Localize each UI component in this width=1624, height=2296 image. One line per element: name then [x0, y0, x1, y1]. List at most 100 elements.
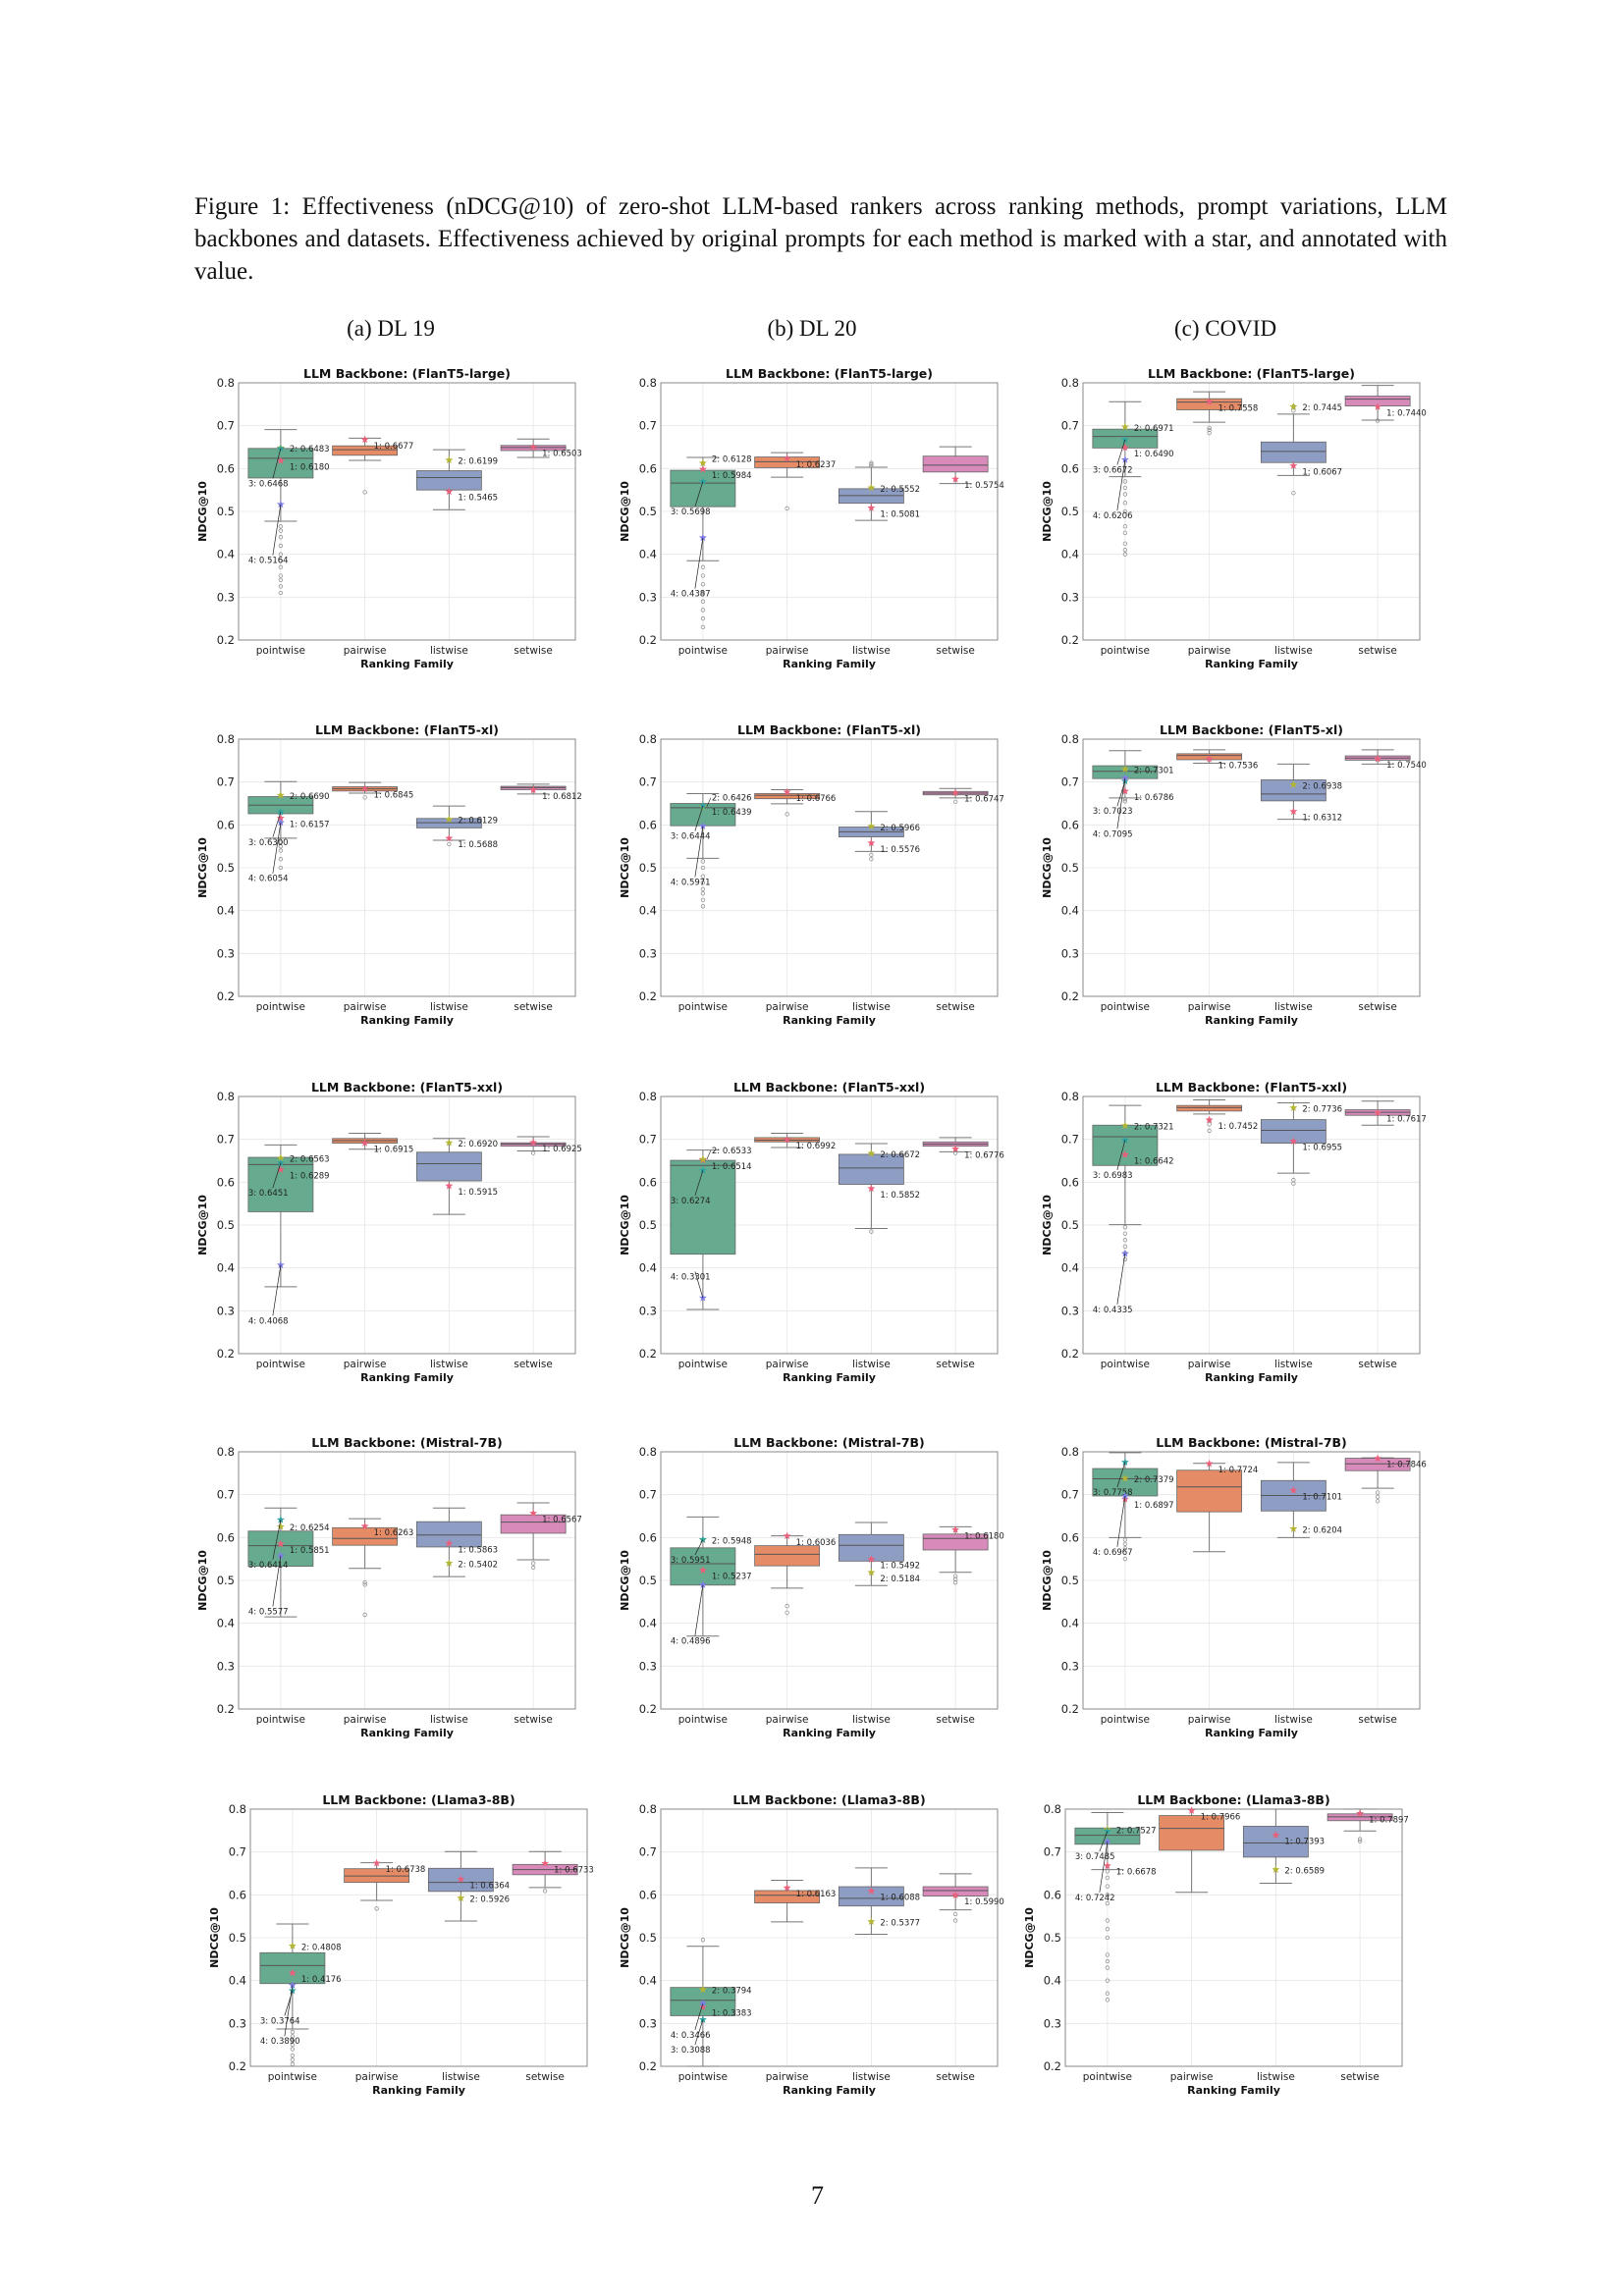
prompt-star-marker	[1374, 402, 1382, 410]
y-tick-label: 0.3	[217, 1659, 235, 1673]
annotation-label: 4: 0.5164	[248, 557, 289, 566]
prompt-star-marker	[1289, 402, 1298, 410]
annotation-label: 2: 0.6483	[290, 445, 330, 454]
prompt-star-marker	[867, 1148, 876, 1157]
annotation-label: 1: 0.5465	[458, 494, 498, 504]
outlier-point	[1207, 425, 1212, 430]
x-axis-label: Ranking Family	[360, 1014, 454, 1027]
y-tick-label: 0.7	[639, 1845, 657, 1859]
y-tick-label: 0.6	[217, 818, 235, 831]
y-tick-label: 0.8	[639, 1090, 657, 1103]
annotation-label: 3: 0.6451	[248, 1189, 289, 1199]
x-tick-label: listwise	[852, 1359, 891, 1370]
prompt-star-marker	[1120, 1136, 1129, 1144]
x-tick-label: listwise	[1274, 645, 1313, 657]
x-tick-label: pointwise	[1101, 1001, 1150, 1013]
chart-title: LLM Backbone: (Llama3-8B)	[732, 1792, 925, 1807]
box-iqr	[1176, 1104, 1243, 1112]
outlier-point	[278, 535, 284, 540]
box-pairwise	[332, 437, 399, 495]
prompt-star-marker	[276, 500, 285, 508]
annotation-arrow	[694, 537, 704, 589]
outlier-point	[700, 599, 706, 604]
y-tick-label: 0.8	[1044, 1802, 1061, 1816]
outlier-point	[1207, 430, 1212, 436]
prompt-star-marker	[1120, 1458, 1129, 1466]
y-tick-label: 0.6	[217, 1175, 235, 1189]
prompt-star-marker	[1187, 1806, 1196, 1814]
prompt-star-marker	[445, 455, 454, 464]
annotation-label: 1: 0.7393	[1284, 1838, 1325, 1847]
annotation-label: 3: 0.3088	[671, 2046, 711, 2056]
prompt-star-marker	[698, 1166, 707, 1174]
annotation-label: 2: 0.6563	[290, 1155, 330, 1165]
annotation-label: 1: 0.6163	[796, 1890, 837, 1899]
annotation-label: 4: 0.6206	[1093, 511, 1133, 521]
y-tick-label: 0.8	[217, 732, 235, 746]
outlier-point	[542, 1889, 548, 1894]
annotation-arrow	[694, 1170, 704, 1197]
y-tick-label: 0.6	[229, 1888, 246, 1901]
chart-title: LLM Backbone: (Mistral-7B)	[733, 1435, 925, 1450]
prompt-star-marker	[276, 444, 285, 453]
annotation-label: 1: 0.5984	[712, 471, 752, 481]
annotation-label: 1: 0.6439	[712, 808, 752, 818]
y-tick-label: 0.7	[639, 1488, 657, 1502]
annotation-arrow	[694, 1271, 704, 1299]
prompt-star-marker	[698, 1580, 707, 1588]
boxplot-panel: 0.2 0.3 0.4 0.5 0.6 0.7 0.8 pointwise pairwise li…	[619, 1435, 1004, 1739]
prompt-star-marker	[1289, 807, 1298, 816]
outlier-point	[1122, 530, 1128, 535]
outlier-point	[952, 1150, 958, 1155]
x-tick-label: pointwise	[268, 2071, 317, 2083]
figure-caption: Figure 1: Effectiveness (nDCG@10) of zer…	[194, 193, 1447, 285]
outlier-point	[1122, 508, 1128, 514]
y-axis-label: NDCG@10	[1041, 1550, 1054, 1611]
outlier-point	[700, 582, 706, 587]
y-tick-label: 0.2	[639, 633, 657, 647]
prompt-star-marker	[1272, 1831, 1280, 1839]
chart-title: LLM Backbone: (FlanT5-large)	[303, 366, 511, 381]
prompt-star-marker	[360, 784, 369, 792]
x-tick-label: listwise	[1274, 1001, 1313, 1013]
chart-title: LLM Backbone: (FlanT5-xl)	[315, 722, 499, 737]
box-listwise	[838, 1867, 904, 1936]
box-pointwise	[247, 1507, 314, 1618]
prompt-star-marker	[276, 814, 285, 822]
outlier-point	[1291, 491, 1296, 496]
outlier-point	[290, 2034, 296, 2039]
y-axis-label: NDCG@10	[196, 1195, 209, 1255]
annotation-label: 2: 0.7445	[1302, 403, 1342, 413]
x-tick-label: listwise	[442, 2071, 480, 2083]
y-tick-label: 0.2	[1061, 633, 1079, 647]
axes-frame	[660, 382, 999, 641]
annotation-label: 3: 0.5698	[671, 507, 711, 517]
outlier-point	[1357, 1839, 1363, 1843]
box-listwise	[1242, 1808, 1309, 1885]
annotation-label: 4: 0.3466	[671, 2031, 711, 2041]
annotation-label: 2: 0.6129	[458, 817, 498, 827]
annotation-arrow	[706, 797, 712, 807]
outlier-point	[1105, 1869, 1110, 1874]
y-tick-label: 0.4	[229, 1974, 246, 1988]
annotation-label: 3: 0.6274	[671, 1197, 711, 1206]
x-tick-label: pairwise	[344, 1714, 387, 1726]
prompt-star-marker	[360, 1139, 369, 1147]
y-tick-label: 0.5	[639, 505, 657, 518]
prompt-star-marker	[1120, 1494, 1129, 1503]
y-tick-label: 0.8	[639, 376, 657, 390]
annotation-label: 2: 0.5948	[712, 1537, 752, 1547]
prompt-star-marker	[867, 1568, 876, 1576]
annotation-label: 1: 0.6812	[542, 792, 582, 802]
boxplot-panel: 0.2 0.3 0.4 0.5 0.6 0.7 0.8 pointwise pairwise li…	[1041, 1435, 1427, 1739]
y-tick-label: 0.3	[229, 2016, 246, 2030]
axes-frame	[660, 1451, 999, 1710]
prompt-star-marker	[1289, 1486, 1298, 1494]
y-tick-label: 0.7	[217, 1133, 235, 1147]
outlier-point	[1105, 1958, 1110, 1964]
outlier-point	[700, 886, 706, 891]
y-tick-label: 0.2	[217, 989, 235, 1003]
prompt-star-marker	[288, 1968, 297, 1977]
y-tick-label: 0.3	[217, 590, 235, 604]
prompt-star-marker	[1374, 754, 1382, 763]
